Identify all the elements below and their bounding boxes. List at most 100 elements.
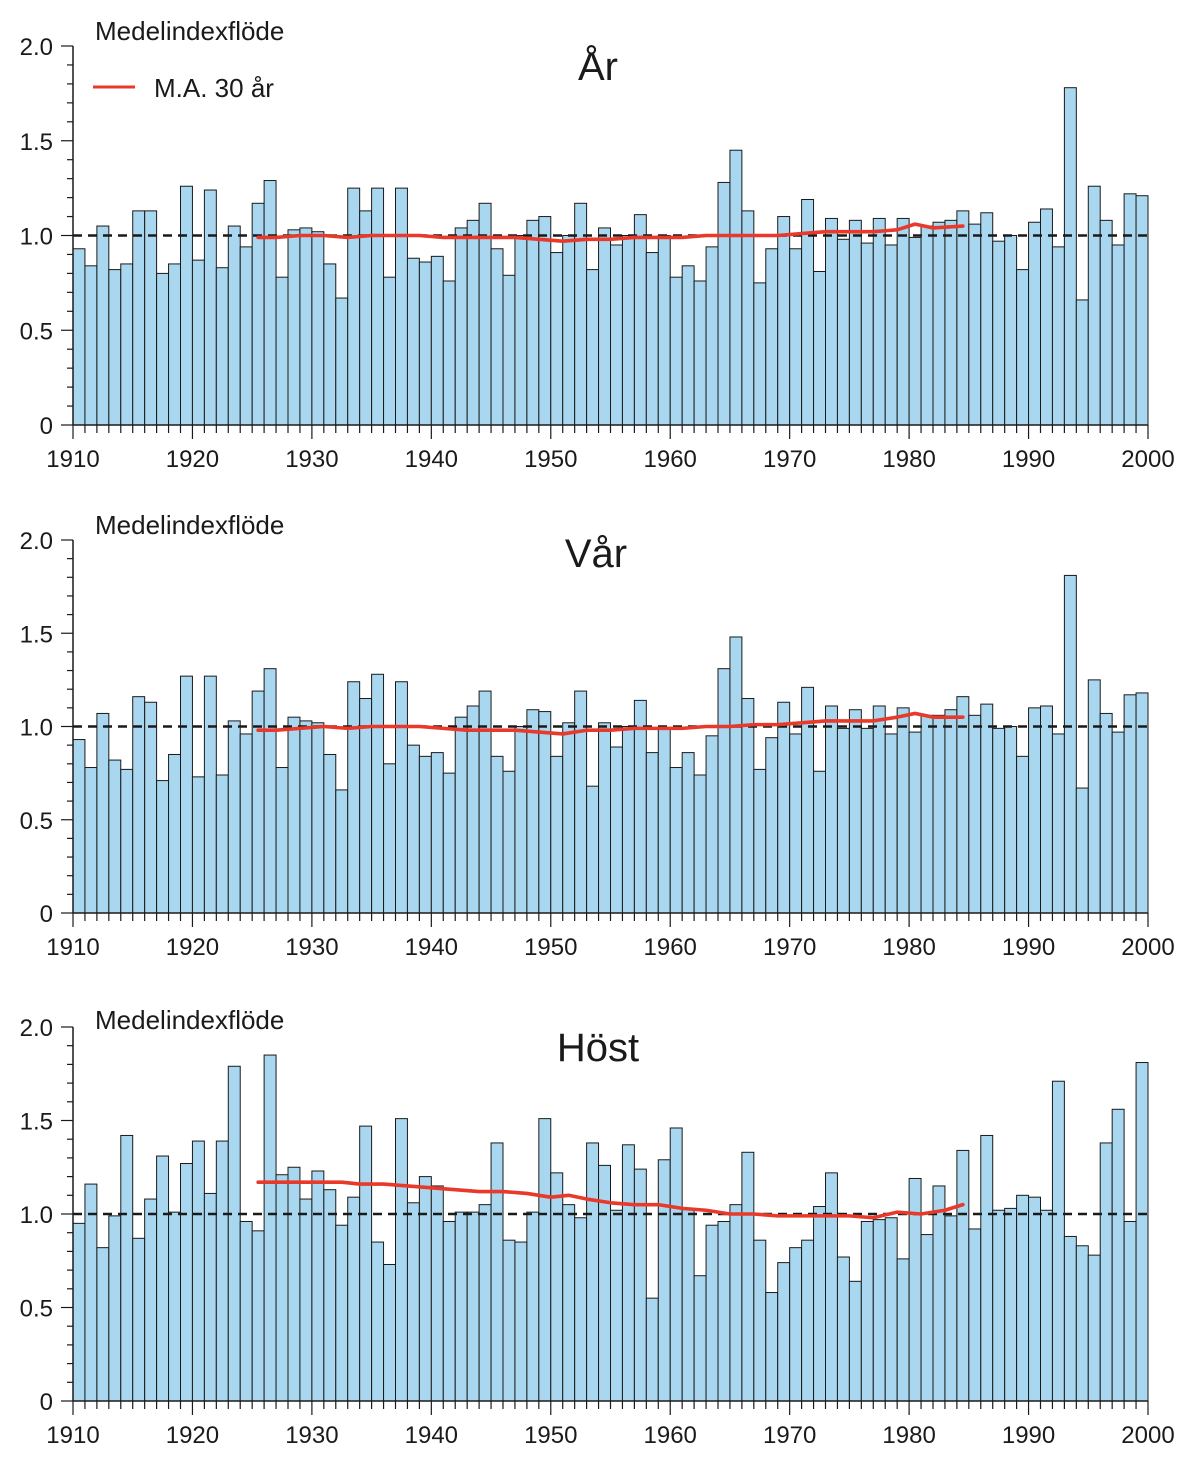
bar-1997 <box>1111 244 1125 426</box>
bar-1967 <box>753 282 767 426</box>
bar-1929 <box>299 227 313 426</box>
bar-1946 <box>502 274 516 426</box>
bar-1966 <box>741 698 755 914</box>
bar-1993 <box>1063 87 1077 426</box>
bar-1976 <box>860 242 874 426</box>
moving-average-line <box>256 1180 965 1220</box>
x-tick-label: 1910 <box>46 446 99 473</box>
x-tick-label: 2000 <box>1121 934 1174 961</box>
bar-1932 <box>335 297 349 426</box>
bar-1974 <box>836 238 850 426</box>
bar-1994 <box>1075 1245 1089 1402</box>
x-tick-label: 1940 <box>405 934 458 961</box>
bar-1972 <box>813 271 826 426</box>
y-tick-label: 0 <box>40 901 53 928</box>
bar-1979 <box>896 1258 910 1402</box>
bar-1915 <box>132 1237 146 1402</box>
legend-label: M.A. 30 år <box>154 73 274 103</box>
x-tick-label: 1970 <box>763 1422 816 1449</box>
bar-1917 <box>156 1155 170 1402</box>
bar-1966 <box>741 1151 755 1402</box>
bar-1913 <box>108 759 122 914</box>
bar-1945 <box>490 755 504 914</box>
bar-1982 <box>932 714 946 914</box>
bar-1931 <box>323 263 337 426</box>
x-tick-label: 1940 <box>405 446 458 473</box>
bar-1972 <box>813 1206 826 1402</box>
x-tick-label: 1920 <box>166 1422 219 1449</box>
y-tick-label: 1.0 <box>20 224 53 251</box>
bar-1951 <box>562 722 576 914</box>
bar-1992 <box>1051 733 1065 914</box>
y-tick-label: 0.5 <box>20 318 53 345</box>
bar-1917 <box>156 272 170 426</box>
bar-1955 <box>610 746 623 914</box>
bar-1911 <box>84 1183 98 1402</box>
bar-1948 <box>526 1211 540 1402</box>
y-axis-label: Medelindexflöde <box>95 510 284 540</box>
bar-1975 <box>848 219 862 426</box>
y-tick-label: 0.5 <box>20 808 53 835</box>
bar-1939 <box>418 755 432 914</box>
bar-1926 <box>263 668 277 914</box>
bar-1958 <box>645 1297 659 1402</box>
bar-1942 <box>454 716 468 914</box>
bar-1940 <box>430 255 444 426</box>
bar-1923 <box>227 1065 241 1402</box>
bar-1935 <box>371 673 385 914</box>
bar-1921 <box>203 189 217 426</box>
bar-1991 <box>1040 1209 1053 1402</box>
bar-1926 <box>263 180 277 426</box>
bar-1952 <box>574 690 588 914</box>
bar-1920 <box>191 259 205 426</box>
bar-1939 <box>418 261 432 426</box>
bar-1930 <box>311 231 325 426</box>
x-tick-label: 1950 <box>524 1422 577 1449</box>
bar-1936 <box>383 763 396 914</box>
bar-1992 <box>1051 1080 1065 1402</box>
bar-1938 <box>406 744 420 914</box>
bar-1963 <box>705 735 719 914</box>
bar-1977 <box>872 1219 886 1402</box>
bar-1994 <box>1075 787 1089 914</box>
bar-1956 <box>621 726 635 914</box>
bar-1993 <box>1063 574 1077 914</box>
x-tick-label: 1950 <box>524 934 577 961</box>
bar-1932 <box>335 1224 349 1402</box>
bar-1982 <box>932 1185 946 1402</box>
x-tick-label: 1980 <box>882 1422 935 1449</box>
bar-1920 <box>191 776 205 914</box>
bar-1934 <box>359 698 373 914</box>
y-tick-label: 1.5 <box>20 129 53 156</box>
bar-1957 <box>633 699 647 914</box>
bars-group <box>72 574 1149 914</box>
bar-1935 <box>371 187 385 426</box>
bar-1974 <box>836 1256 850 1402</box>
bar-1995 <box>1087 185 1101 426</box>
bar-1961 <box>681 752 695 914</box>
bar-1918 <box>168 263 181 426</box>
bar-1918 <box>168 753 181 914</box>
bar-1922 <box>215 1140 229 1402</box>
bar-1987 <box>992 1209 1006 1402</box>
bar-1934 <box>359 1125 373 1402</box>
bar-1998 <box>1123 193 1137 426</box>
bar-1987 <box>992 727 1006 914</box>
bar-1968 <box>765 737 779 914</box>
bar-1934 <box>359 210 373 426</box>
bar-1943 <box>466 1211 480 1402</box>
moving-average-line <box>256 222 965 243</box>
bar-1924 <box>239 246 253 426</box>
bar-1922 <box>215 774 229 914</box>
x-tick-label: 1960 <box>644 1422 697 1449</box>
bar-1984 <box>956 1149 970 1402</box>
bar-1969 <box>777 701 791 914</box>
bar-1910 <box>72 248 86 426</box>
x-tick-label: 1950 <box>524 446 577 473</box>
bar-1960 <box>669 1127 683 1402</box>
chart-title: Vår <box>565 532 627 576</box>
x-tick-label: 1940 <box>405 1422 458 1449</box>
bar-1995 <box>1087 679 1101 914</box>
bar-1964 <box>717 1220 731 1402</box>
